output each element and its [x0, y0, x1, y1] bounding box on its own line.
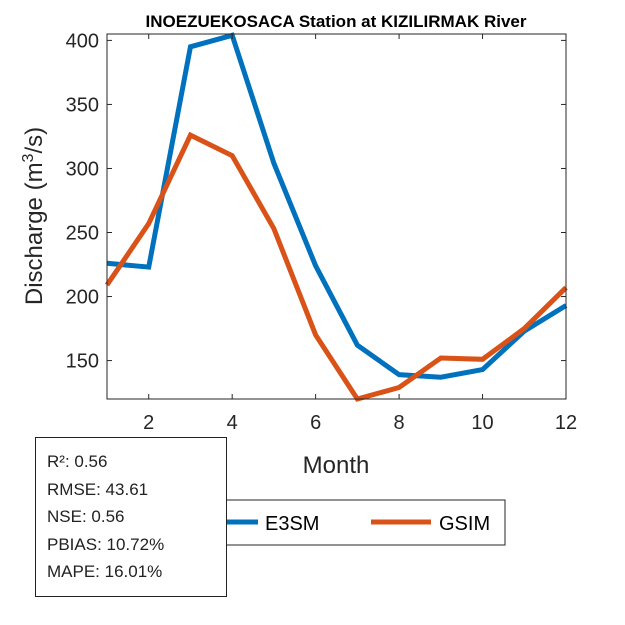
- legend-label-gsim: GSIM: [439, 513, 490, 535]
- y-tick-label: 200: [66, 287, 99, 309]
- y-tick-label: 400: [66, 30, 99, 52]
- y-tick-label: 350: [66, 94, 99, 116]
- axes-box: [106, 33, 567, 400]
- x-tick-label: 6: [310, 412, 321, 434]
- x-tick-label: 8: [394, 412, 405, 434]
- plot-background: [107, 34, 566, 399]
- stat-rmse: RMSE: 43.61: [47, 479, 149, 499]
- x-tick-label: 10: [471, 412, 493, 434]
- y-tick-label: 150: [66, 351, 99, 373]
- y-axis-label: Discharge (m3/s): [20, 127, 48, 305]
- chart-title: INOEZUEKOSACA Station at KIZILIRMAK Rive…: [146, 12, 527, 31]
- x-tick-label: 2: [143, 412, 154, 434]
- x-axis-label: Month: [303, 452, 370, 479]
- plot-area: 2 4 6 8 10 12 150 200 250 300 350 400: [66, 30, 578, 434]
- stat-nse: NSE: 0.56: [47, 507, 125, 526]
- x-tick-label: 4: [227, 412, 238, 434]
- stat-r2: R²: 0.56: [47, 452, 108, 471]
- legend: E3SM GSIM: [204, 499, 506, 546]
- x-tick-label: 12: [555, 412, 577, 434]
- y-tick-label: 300: [66, 158, 99, 180]
- stat-mape: MAPE: 16.01%: [47, 562, 163, 581]
- stat-pbias: PBIAS: 10.72%: [47, 534, 165, 554]
- legend-label-e3sm: E3SM: [265, 513, 319, 535]
- stats-box: R²: 0.56 RMSE: 43.61 NSE: 0.56 PBIAS: 10…: [35, 437, 227, 597]
- y-tick-label: 250: [66, 223, 99, 245]
- series-line-gsim: [104, 131, 568, 402]
- series-line-e3sm: [106, 32, 568, 380]
